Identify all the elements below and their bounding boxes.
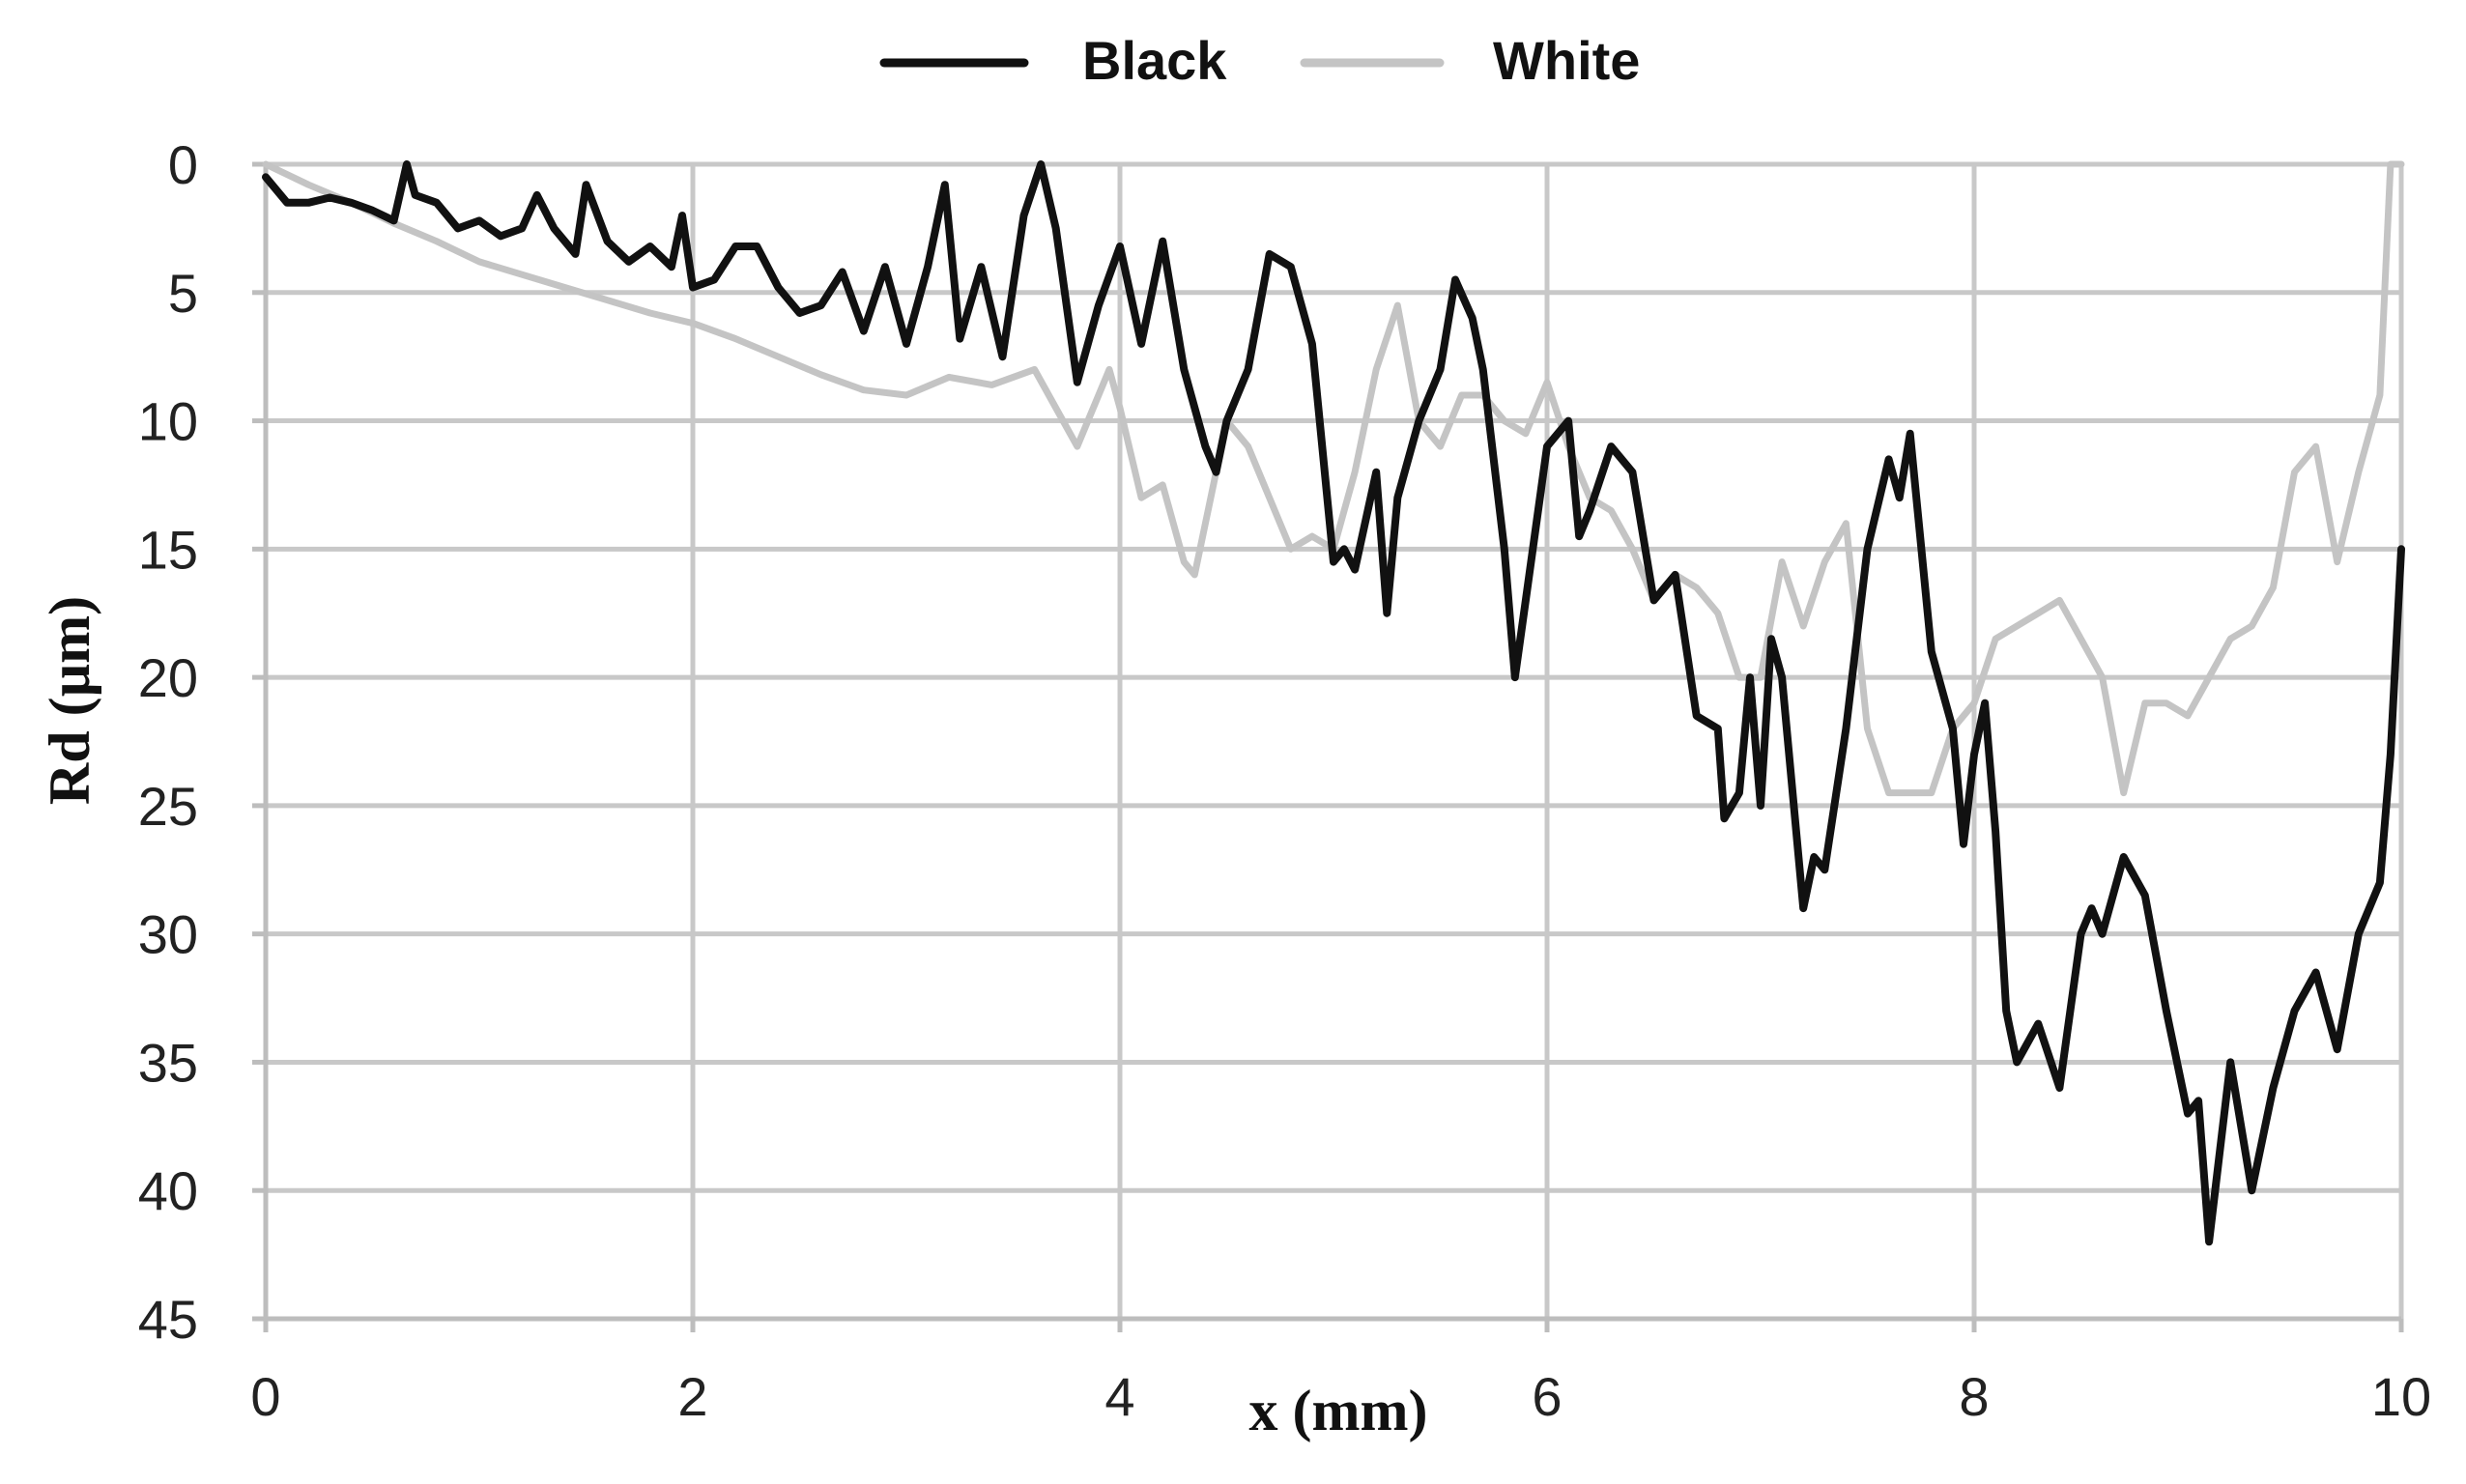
y-tick-label: 30	[138, 904, 198, 965]
x-axis-title: x (mm)	[1249, 1379, 1428, 1442]
y-tick-label: 15	[138, 519, 198, 580]
y-tick-label: 25	[138, 776, 198, 837]
axes	[252, 161, 2404, 1332]
x-tick-label: 6	[1532, 1366, 1562, 1427]
y-tick-label: 45	[138, 1289, 198, 1350]
series-line-black	[262, 160, 2405, 1246]
legend-label-white: White	[1493, 30, 1640, 91]
y-tick-label: 40	[138, 1160, 198, 1221]
tick-labels: 0 5 10 15 20 25 30 35 40 45 0 2 4 6 8 10	[138, 134, 2431, 1427]
y-tick-label: 35	[138, 1032, 198, 1093]
grid-lines	[266, 161, 2404, 1319]
y-tick-label: 0	[168, 134, 198, 195]
series-line-white	[262, 160, 2405, 797]
y-axis-title: Rd (µm)	[38, 596, 101, 805]
x-tick-label: 10	[2371, 1366, 2431, 1427]
x-tick-label: 8	[1959, 1366, 1989, 1427]
legend: Black White	[879, 30, 1640, 91]
x-tick-label: 4	[1104, 1366, 1134, 1427]
y-tick-label: 5	[168, 263, 198, 324]
y-tick-label: 10	[138, 391, 198, 452]
y-tick-label: 20	[138, 647, 198, 708]
x-tick-label: 2	[677, 1366, 707, 1427]
x-tick-label: 0	[250, 1366, 280, 1427]
legend-label-black: Black	[1082, 30, 1227, 91]
data-series	[262, 160, 2405, 1246]
